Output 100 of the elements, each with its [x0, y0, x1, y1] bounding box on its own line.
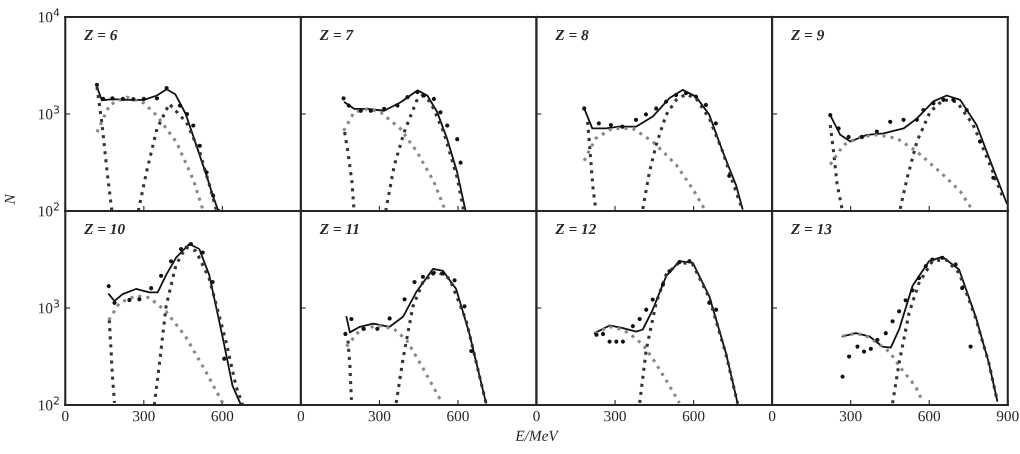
point: [469, 348, 474, 354]
annotation: Z = 11: [319, 223, 359, 235]
point: [727, 173, 732, 178]
point: [141, 96, 146, 101]
point: [914, 117, 919, 122]
point: [204, 170, 209, 175]
point: [714, 307, 719, 312]
point: [164, 85, 169, 91]
x-tick-label: 300: [604, 410, 626, 422]
point: [112, 300, 117, 305]
point: [828, 112, 833, 118]
point: [910, 288, 915, 293]
point: [874, 129, 879, 134]
point: [110, 96, 115, 101]
point: [101, 96, 106, 101]
point: [941, 97, 946, 102]
point: [713, 121, 718, 126]
y-tick-label: 10$^{2}$: [39, 396, 59, 411]
point: [693, 94, 699, 99]
point: [861, 349, 867, 354]
point: [868, 346, 873, 351]
point: [846, 134, 851, 140]
point: [650, 297, 655, 302]
point: [222, 356, 227, 361]
point: [644, 307, 649, 312]
point: [901, 117, 906, 122]
point: [683, 91, 689, 96]
annotation: Z = 10: [84, 223, 125, 235]
annotation: Z = 9: [790, 29, 825, 41]
point: [358, 108, 363, 113]
y-tick-label: 10$^{3}$: [39, 105, 60, 120]
point: [921, 107, 926, 113]
point: [600, 331, 606, 337]
point: [637, 316, 642, 322]
point: [916, 275, 922, 281]
point: [431, 96, 436, 101]
y-axis-title: N: [4, 193, 15, 205]
point: [664, 99, 669, 104]
point: [633, 117, 639, 122]
point: [415, 90, 420, 95]
point: [888, 119, 893, 124]
point: [673, 92, 679, 98]
y-tick-label: 10$^{3}$: [39, 299, 60, 314]
point: [440, 271, 446, 276]
point: [361, 326, 366, 331]
point: [177, 103, 183, 108]
point: [445, 123, 450, 128]
point: [703, 102, 708, 107]
x-tick-label: 300: [368, 410, 391, 422]
point: [431, 271, 436, 276]
x-tick-label: 600: [918, 410, 941, 422]
point: [94, 82, 100, 87]
x-tick-label: 600: [447, 410, 469, 422]
line-series: [136, 102, 219, 211]
point: [210, 279, 215, 285]
point: [660, 282, 666, 287]
x-tick-label: 0: [297, 410, 305, 422]
point: [890, 319, 895, 324]
point: [197, 143, 202, 148]
point: [707, 300, 712, 305]
point: [106, 284, 111, 289]
annotation: Z = 8: [555, 29, 589, 41]
point: [596, 121, 601, 126]
point: [643, 112, 649, 117]
point: [687, 259, 692, 264]
point: [923, 264, 928, 269]
line-series: [107, 318, 117, 405]
line-series: [107, 294, 225, 405]
annotation: Z = 12: [555, 223, 596, 235]
point: [951, 97, 956, 102]
point: [964, 107, 969, 113]
point: [582, 106, 587, 111]
point: [127, 297, 132, 303]
line-series: [95, 95, 205, 211]
point: [137, 297, 142, 302]
point: [159, 273, 164, 278]
point: [211, 193, 216, 198]
point: [620, 124, 625, 129]
x-tick-label: 300: [839, 410, 862, 422]
point: [620, 339, 625, 344]
point: [883, 331, 888, 336]
point: [346, 103, 351, 108]
point: [455, 137, 460, 142]
y-tick-label: 10$^{2}$: [39, 202, 59, 217]
point: [859, 134, 865, 140]
point: [120, 96, 125, 101]
point: [875, 337, 880, 342]
point: [149, 286, 154, 291]
point: [349, 316, 354, 322]
point: [154, 96, 159, 101]
point: [855, 344, 860, 349]
point: [405, 95, 410, 100]
point: [191, 123, 196, 128]
line-series: [152, 245, 245, 405]
point: [667, 269, 672, 274]
y-tick-label: 10$^{4}$: [39, 8, 60, 23]
x-tick-label: 0: [533, 410, 540, 422]
annotation: Z = 6: [84, 29, 118, 41]
point: [402, 297, 407, 302]
point: [903, 298, 908, 303]
